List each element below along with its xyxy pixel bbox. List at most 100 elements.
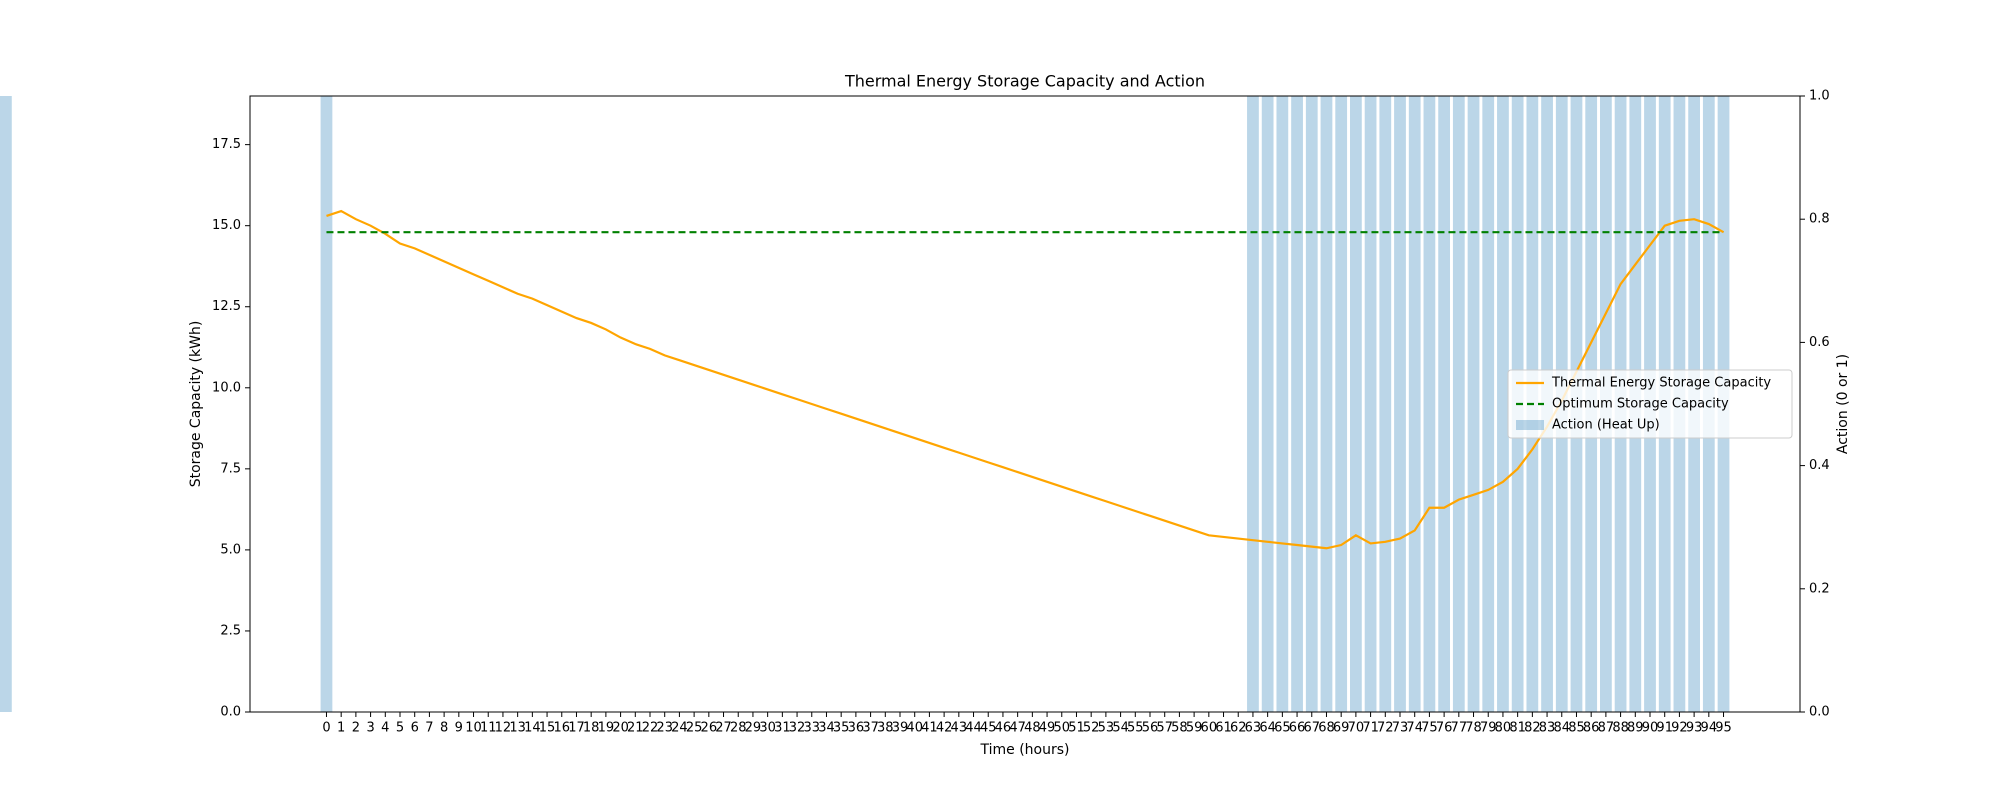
- x-tick-label: 20: [612, 721, 629, 736]
- y2-axis-label: Action (0 or 1): [1835, 354, 1851, 454]
- action-bar: [320, 96, 333, 712]
- series-line: [326, 209, 1725, 550]
- x-tick-label: 5: [396, 721, 404, 736]
- x-tick-label: 1: [337, 721, 345, 736]
- x-tick-label: 24: [671, 721, 688, 736]
- action-bar: [1408, 96, 1421, 712]
- x-tick-label: 72: [1377, 721, 1394, 736]
- x-tick-label: 65: [1274, 721, 1291, 736]
- x-tick-label: 36: [848, 721, 865, 736]
- x-tick-label: 87: [1598, 721, 1615, 736]
- x-tick-label: 18: [583, 721, 600, 736]
- x-tick-label: 74: [1406, 721, 1423, 736]
- x-tick-label: 56: [1142, 721, 1159, 736]
- action-bar: [1423, 96, 1436, 712]
- x-tick-label: 14: [524, 721, 541, 736]
- x-tick-label: 32: [789, 721, 806, 736]
- x-tick-label: 54: [1112, 721, 1129, 736]
- x-tick-label: 4: [381, 721, 389, 736]
- x-tick-label: 59: [1186, 721, 1203, 736]
- x-tick-label: 88: [1612, 721, 1629, 736]
- x-tick-label: 85: [1568, 721, 1585, 736]
- action-bar: [1335, 96, 1348, 712]
- chart-title: Thermal Energy Storage Capacity and Acti…: [844, 72, 1205, 91]
- action-bar: [1467, 96, 1480, 712]
- action-bar: [1247, 96, 1259, 712]
- x-tick-label: 52: [1083, 721, 1100, 736]
- x-tick-label: 41: [921, 721, 938, 736]
- x-tick-label: 60: [1201, 721, 1218, 736]
- x-tick-label: 30: [759, 721, 776, 736]
- x-tick-label: 86: [1583, 721, 1600, 736]
- x-tick-label: 35: [833, 721, 850, 736]
- x-tick-label: 9: [455, 721, 463, 736]
- action-bar: [1364, 96, 1377, 712]
- x-tick-label: 82: [1524, 721, 1541, 736]
- action-bar: [1320, 96, 1333, 712]
- x-tick-label: 31: [774, 721, 791, 736]
- x-tick-label: 13: [509, 721, 526, 736]
- y-tick-label: 0.0: [220, 705, 241, 720]
- x-tick-label: 61: [1215, 721, 1232, 736]
- x-tick-label: 22: [642, 721, 659, 736]
- x-tick-label: 80: [1495, 721, 1512, 736]
- x-tick-label: 26: [701, 721, 718, 736]
- action-bar: [1305, 96, 1318, 712]
- x-tick-label: 71: [1362, 721, 1379, 736]
- x-tick-label: 23: [656, 721, 673, 736]
- x-tick-label: 47: [1009, 721, 1026, 736]
- x-tick-label: 49: [1039, 721, 1056, 736]
- y-tick-label: 15.0: [212, 218, 241, 233]
- action-bar: [1482, 96, 1495, 712]
- x-tick-label: 81: [1509, 721, 1526, 736]
- x-tick-label: 77: [1451, 721, 1468, 736]
- x-tick-label: 37: [862, 721, 879, 736]
- x-tick-label: 2: [352, 721, 360, 736]
- x-tick-label: 17: [568, 721, 585, 736]
- x-tick-label: 58: [1171, 721, 1188, 736]
- legend-swatch: [1516, 420, 1544, 430]
- action-bar: [1379, 96, 1392, 712]
- x-tick-label: 73: [1392, 721, 1409, 736]
- x-tick-label: 48: [1024, 721, 1041, 736]
- y2-tick-label: 0.6: [1809, 335, 1830, 350]
- x-tick-label: 25: [686, 721, 703, 736]
- x-tick-label: 57: [1156, 721, 1173, 736]
- x-tick-label: 33: [803, 721, 820, 736]
- x-tick-label: 40: [906, 721, 923, 736]
- action-bar: [1350, 96, 1362, 712]
- x-tick-label: 50: [1053, 721, 1070, 736]
- x-tick-label: 29: [745, 721, 762, 736]
- x-tick-label: 19: [598, 721, 615, 736]
- x-tick-label: 67: [1303, 721, 1320, 736]
- legend-label: Optimum Storage Capacity: [1552, 397, 1729, 412]
- y-tick-label: 12.5: [212, 299, 241, 314]
- x-tick-label: 44: [965, 721, 982, 736]
- x-tick-label: 76: [1436, 721, 1453, 736]
- x-tick-label: 79: [1480, 721, 1497, 736]
- x-tick-label: 43: [951, 721, 968, 736]
- y2-tick-label: 0.2: [1809, 581, 1830, 596]
- x-tick-label: 3: [366, 721, 374, 736]
- x-tick-label: 92: [1671, 721, 1688, 736]
- x-tick-label: 6: [411, 721, 419, 736]
- action-bar: [1438, 96, 1450, 712]
- x-tick-label: 78: [1465, 721, 1482, 736]
- action-bar: [1276, 96, 1289, 712]
- x-tick-label: 62: [1230, 721, 1247, 736]
- x-tick-label: 51: [1068, 721, 1085, 736]
- x-tick-label: 0: [322, 721, 330, 736]
- x-tick-label: 27: [715, 721, 732, 736]
- x-tick-label: 69: [1333, 721, 1350, 736]
- x-tick-label: 66: [1289, 721, 1306, 736]
- x-tick-label: 45: [980, 721, 997, 736]
- x-tick-label: 90: [1642, 721, 1659, 736]
- x-tick-label: 94: [1701, 721, 1718, 736]
- y2-tick-label: 0.8: [1809, 212, 1830, 227]
- x-tick-label: 89: [1627, 721, 1644, 736]
- y-tick-label: 2.5: [220, 623, 241, 638]
- action-bar: [1291, 96, 1303, 712]
- y2-tick-label: 1.0: [1809, 89, 1830, 104]
